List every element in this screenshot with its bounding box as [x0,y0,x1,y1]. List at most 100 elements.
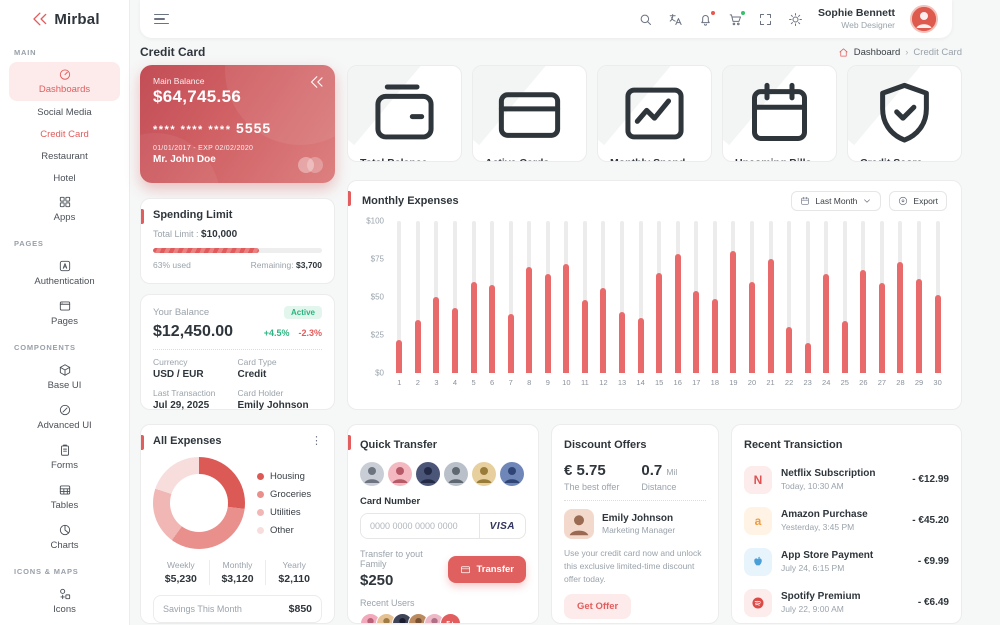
stat-card-credit-score[interactable]: Credit ScoreFICO765 (Good) [847,65,962,162]
user-avatar[interactable] [910,5,938,33]
expense-stat-label: Monthly [222,560,253,570]
stat-card-upcoming-bills[interactable]: Upcoming BillsDue Soon$560.75 [722,65,837,162]
offer-person-role: Marketing Manager [602,525,676,535]
transfer-contact-avatar[interactable] [444,462,468,486]
transfer-contact-avatar[interactable] [472,462,496,486]
transaction-amount: - €45.20 [912,515,949,526]
transfer-contact-avatar[interactable] [500,462,524,486]
transaction-row-playstation-store[interactable]: PlayStation StoreJuly 20, 4:20 PM- €24.9… [744,623,949,624]
sidebar-item-base-ui[interactable]: Base UI [0,357,129,397]
date-range-button[interactable]: Last Month [791,191,882,211]
sidebar-item-label: Icons [53,604,76,615]
balance-field-value: Emily Johnson [237,400,309,411]
cart-icon[interactable] [728,9,746,27]
x-tick-label: 9 [545,378,550,387]
expense-stat-value: $3,120 [221,573,254,585]
sidebar-item-maps[interactable]: Maps [0,621,129,625]
sun-icon[interactable] [788,12,803,27]
bar-track [452,221,457,373]
hamburger-menu-icon[interactable] [154,13,169,25]
legend-item-utilities: Utilities [257,507,311,518]
legend-dot [257,526,264,534]
balance-field-value: Jul 29, 2025 [153,400,210,411]
credit-card-visual[interactable]: Main Balance $64,745.56 **** **** **** 5… [140,65,335,183]
sidebar-item-forms[interactable]: Forms [0,437,129,477]
sidebar-item-apps[interactable]: Apps [0,189,129,229]
legend-label: Groceries [270,488,312,500]
balance-field-label: Card Holder [237,388,284,398]
sidebar-item-charts[interactable]: Charts [0,517,129,557]
legend-item-groceries: Groceries [257,489,311,500]
transaction-row-amazon-purchase[interactable]: a Amazon Purchase Yesterday, 3:45 PM - €45.… [744,500,949,541]
x-tick-label: 7 [508,378,513,387]
transfer-contact-avatar[interactable] [360,462,384,486]
shapes-icon [58,587,72,601]
distance-value: 0.7 Mil [641,462,678,479]
sidebar-item-authentication[interactable]: Authentication [0,253,129,293]
sidebar-item-social-media[interactable]: Social Media [0,101,129,123]
transaction-row-app-store-payment[interactable]: App Store Payment July 24, 6:15 PM - €9.99 [744,541,949,582]
bar-value [656,272,663,373]
sidebar-item-advanced-ui[interactable]: Advanced UI [0,397,129,437]
transaction-info: Amazon Purchase Yesterday, 3:45 PM [781,509,868,532]
transaction-row-netflix-subscription[interactable]: N Netflix Subscription Today, 10:30 AM - €1… [744,459,949,500]
transfer-to-label: Transfer to yout Family [360,549,423,569]
sidebar-item-restaurant[interactable]: Restaurant [0,145,129,167]
brand-logo[interactable]: Mirbal [0,0,129,38]
nav-section-label: COMPONENTS [14,343,76,352]
sidebar-item-hotel[interactable]: Hotel [0,167,129,189]
sidebar-item-dashboards[interactable]: Dashboards [9,62,120,101]
x-tick-label: 27 [877,378,887,387]
sidebar-item-credit-card[interactable]: Credit Card [0,123,129,145]
stat-card-total-balance[interactable]: Total BalanceBudget$12,450.00 [347,65,462,162]
bar-value [730,251,737,373]
balance-field-currency: Currency USD / EUR [153,357,238,380]
export-button[interactable]: Export [889,191,947,211]
bell-icon[interactable] [698,9,716,27]
transaction-row-spotify-premium[interactable]: Spotify Premium July 22, 9:00 AM - €6.49 [744,582,949,623]
sidebar-nav: MAIN Dashboards Social Media Credit Card Res… [0,38,129,625]
visa-label: VISA [478,514,525,538]
search-icon[interactable] [638,12,653,27]
sidebar-item-icons[interactable]: Icons [0,581,129,621]
expense-stat-label: Weekly [166,560,195,570]
savings-row: Savings This Month $850 [153,595,322,623]
x-tick-label: 10 [562,378,571,387]
card-number-input[interactable] [361,514,479,538]
language-icon[interactable] [668,12,683,27]
y-tick-label: $100 [366,216,384,226]
bar-day-27 [873,221,892,373]
bar-value [823,274,830,373]
x-tick-label: 25 [840,378,849,387]
kebab-menu-icon[interactable]: ⋮ [311,434,322,447]
grid-icon [58,195,72,209]
fullscreen-icon[interactable] [758,12,773,27]
more-users-badge[interactable]: 5+ [440,613,461,623]
topbar: Sophie Bennett Web Designer [140,0,952,38]
get-offer-button[interactable]: Get Offer [564,594,632,620]
bar-value [674,254,681,373]
transaction-time: Yesterday, 3:45 PM [781,522,855,532]
transfer-contact-avatar[interactable] [416,462,440,486]
sidebar-item-pages[interactable]: Pages [0,293,129,333]
y-tick-label: $75 [370,254,384,264]
discount-offers-title: Discount Offers [564,439,647,451]
expense-stat-monthly: Monthly $3,120 [208,560,266,585]
stat-card-monthly-spend[interactable]: Monthly SpendThis Month$1,865.40 [597,65,712,162]
calendar-icon [735,76,824,151]
transfer-contact-avatar[interactable] [388,462,412,486]
bar-track [508,221,513,373]
x-tick-label: 11 [581,378,589,387]
transfer-button[interactable]: Transfer [447,555,526,583]
bar-day-6 [483,221,502,373]
bar-day-11 [576,221,595,373]
stat-card-active-cards[interactable]: Active CardsIn Use3 Cards [472,65,587,162]
bar-value [526,266,533,373]
sidebar-item-label: Authentication [34,276,95,287]
bar-value [786,327,793,373]
stat-card-title: Credit Score [860,157,949,161]
sidebar-item-tables[interactable]: Tables [0,477,129,517]
bar-value [489,284,496,373]
breadcrumb-home[interactable]: Dashboard [853,46,901,58]
bar-value [916,278,923,373]
